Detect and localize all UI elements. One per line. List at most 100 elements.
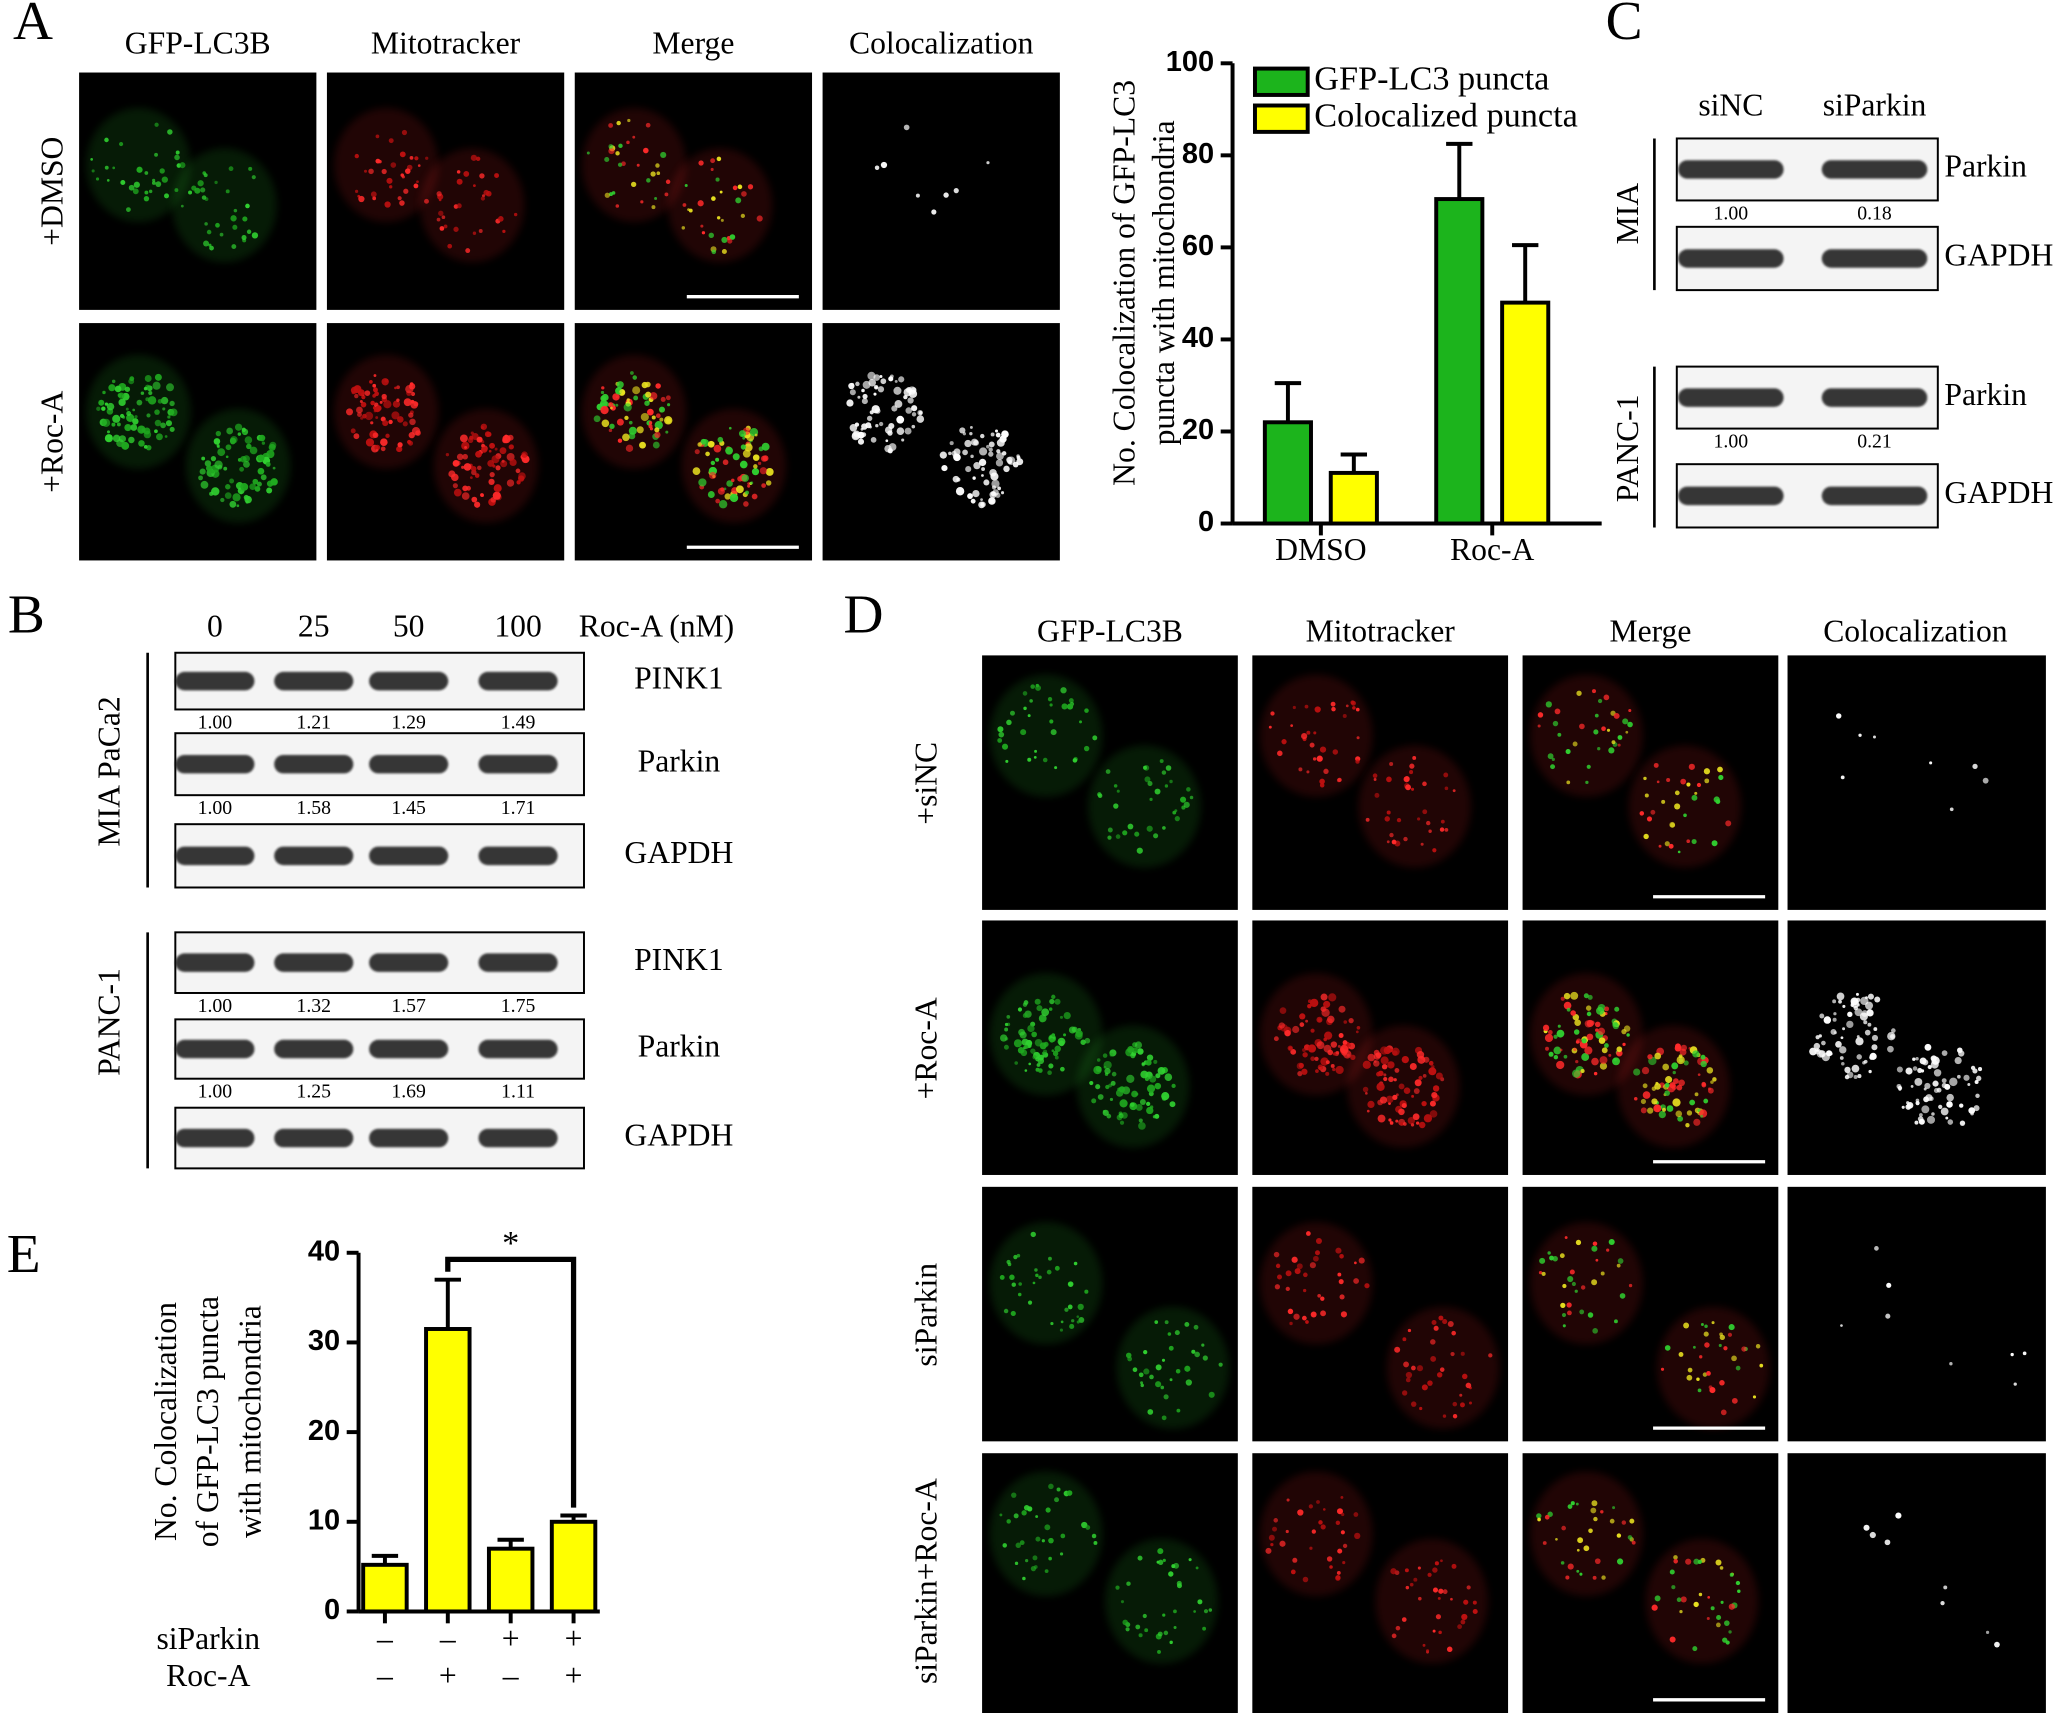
puncta — [225, 444, 232, 451]
puncta — [952, 475, 960, 483]
puncta — [1560, 1561, 1565, 1565]
condition-sign: + — [439, 1658, 457, 1693]
puncta — [1034, 1268, 1038, 1272]
band — [369, 846, 449, 866]
puncta — [104, 165, 109, 170]
puncta — [1874, 996, 1881, 1003]
puncta — [1720, 1409, 1727, 1416]
puncta — [148, 390, 153, 396]
puncta — [492, 464, 496, 468]
puncta — [1434, 1561, 1439, 1566]
puncta — [1341, 1512, 1345, 1517]
puncta — [154, 152, 158, 157]
puncta — [658, 406, 665, 413]
puncta — [197, 180, 204, 187]
puncta — [1692, 1646, 1698, 1652]
puncta — [374, 444, 381, 451]
puncta — [357, 389, 365, 397]
puncta — [905, 407, 913, 414]
puncta — [1633, 1096, 1638, 1101]
puncta — [397, 416, 404, 423]
puncta — [1034, 749, 1037, 753]
puncta — [1450, 1351, 1455, 1357]
puncta — [390, 162, 397, 168]
puncta — [413, 183, 419, 189]
puncta — [124, 423, 132, 432]
puncta — [721, 248, 727, 254]
puncta — [251, 175, 256, 180]
puncta — [241, 427, 246, 432]
puncta — [751, 468, 760, 476]
puncta — [1122, 1619, 1128, 1626]
puncta — [1647, 1054, 1653, 1060]
puncta — [1692, 1050, 1700, 1058]
puncta — [716, 156, 722, 162]
puncta — [106, 402, 115, 411]
puncta — [1027, 1043, 1032, 1048]
puncta — [1022, 1576, 1026, 1581]
puncta — [1139, 1099, 1146, 1105]
puncta — [1075, 1030, 1079, 1034]
puncta — [179, 162, 186, 169]
puncta — [901, 438, 905, 442]
band — [274, 1128, 354, 1148]
puncta — [257, 467, 265, 475]
puncta — [1836, 713, 1842, 719]
puncta — [1304, 704, 1309, 709]
puncta — [502, 229, 506, 234]
puncta — [1410, 1401, 1417, 1407]
micrograph-content — [334, 354, 539, 523]
puncta — [1842, 1027, 1846, 1031]
panel-label: E — [7, 1223, 41, 1284]
puncta — [485, 190, 492, 197]
puncta — [1146, 1084, 1156, 1093]
puncta — [1575, 1040, 1580, 1044]
puncta — [1270, 711, 1275, 716]
puncta — [1593, 1071, 1598, 1076]
puncta — [417, 164, 421, 167]
puncta — [1651, 1604, 1658, 1611]
puncta — [1722, 1637, 1728, 1643]
puncta — [1158, 1559, 1164, 1565]
puncta — [758, 446, 764, 452]
puncta — [1674, 1044, 1682, 1052]
puncta — [152, 178, 156, 182]
puncta — [1972, 763, 1978, 770]
puncta — [1093, 1065, 1102, 1075]
puncta — [1871, 1044, 1878, 1051]
puncta — [1549, 1255, 1554, 1261]
puncta — [1864, 1029, 1871, 1036]
puncta — [1039, 1017, 1045, 1023]
puncta — [1337, 1045, 1341, 1048]
puncta — [857, 438, 865, 445]
puncta — [140, 391, 145, 395]
puncta — [1963, 1074, 1970, 1081]
puncta — [1218, 1362, 1223, 1367]
puncta — [1316, 1500, 1320, 1504]
puncta — [480, 196, 486, 201]
lane-label: 50 — [393, 608, 425, 643]
puncta — [609, 406, 613, 410]
puncta — [1641, 1066, 1650, 1075]
quantification: 1.75 — [501, 995, 536, 1017]
puncta — [1113, 803, 1119, 809]
bar — [1434, 197, 1485, 526]
puncta — [1609, 1518, 1615, 1524]
puncta — [391, 411, 400, 420]
puncta — [1392, 1094, 1398, 1101]
puncta — [1431, 1319, 1437, 1325]
puncta — [1718, 774, 1724, 781]
puncta — [1091, 1098, 1097, 1104]
puncta — [851, 432, 860, 441]
puncta — [498, 216, 504, 222]
puncta — [1068, 1026, 1076, 1034]
puncta — [402, 421, 408, 427]
puncta — [203, 173, 208, 178]
puncta — [643, 147, 649, 154]
puncta — [1407, 1116, 1416, 1125]
puncta — [508, 444, 514, 450]
puncta — [718, 500, 728, 509]
puncta — [266, 487, 273, 494]
puncta — [1631, 1540, 1636, 1545]
puncta — [1076, 1320, 1080, 1324]
